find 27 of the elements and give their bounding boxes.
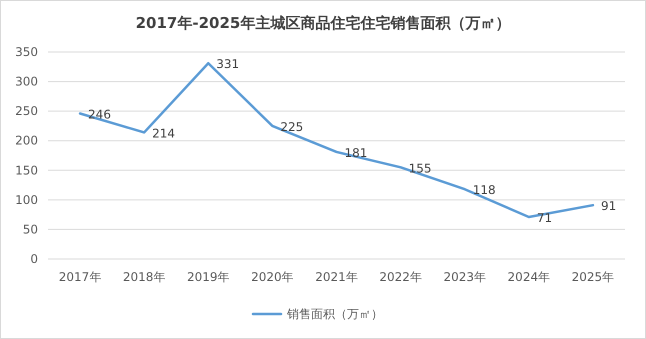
- x-tick-label: 2021年: [315, 270, 358, 284]
- y-tick-label: 0: [30, 252, 38, 266]
- data-label: 71: [536, 211, 552, 226]
- legend-label: 销售面积（万㎡）: [286, 307, 383, 321]
- y-tick-label: 150: [15, 163, 38, 178]
- x-tick-label: 2019年: [187, 270, 230, 284]
- data-label: 246: [88, 108, 111, 122]
- y-tick-label: 50: [22, 222, 38, 236]
- data-label: 214: [152, 126, 176, 140]
- y-tick-label: 350: [15, 45, 38, 59]
- data-label: 91: [600, 199, 616, 214]
- y-tick-label: 250: [15, 104, 38, 118]
- y-tick-label: 200: [15, 134, 38, 148]
- x-tick-label: 2018年: [122, 270, 166, 284]
- data-label: 118: [472, 183, 496, 198]
- data-label: 331: [216, 57, 240, 72]
- y-tick-label: 100: [15, 192, 38, 207]
- y-tick-label: 300: [15, 74, 38, 89]
- x-tick-label: 2024年: [508, 270, 550, 284]
- x-tick-label: 2017年: [58, 270, 102, 284]
- data-label: 225: [280, 120, 304, 134]
- x-tick-label: 2020年: [251, 270, 294, 284]
- x-tick-label: 2023年: [443, 270, 486, 284]
- x-tick-label: 2025年: [572, 270, 614, 284]
- data-label: 155: [408, 161, 432, 176]
- x-tick-label: 2022年: [379, 270, 422, 284]
- chart-title: 2017年-2025年主城区商品住宅住宅销售面积（万㎡）: [136, 14, 510, 32]
